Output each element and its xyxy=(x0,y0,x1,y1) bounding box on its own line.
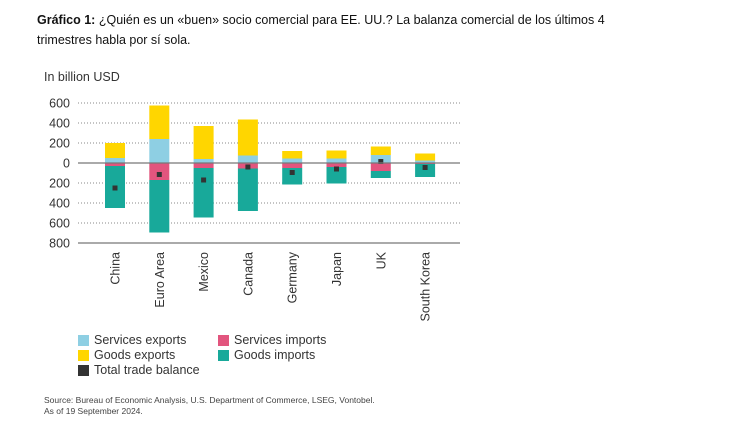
bar-goods-imports xyxy=(193,168,214,218)
bar-services-imports xyxy=(105,163,125,166)
source-note: Source: Bureau of Economic Analysis, U.S… xyxy=(44,395,375,417)
y-axis-unit: In billion USD xyxy=(44,70,120,84)
bar-goods-imports xyxy=(149,180,170,233)
bar-goods-exports xyxy=(105,143,125,158)
legend-label: Goods exports xyxy=(94,348,176,362)
title-text: ¿Quién es un «buen» socio comercial para… xyxy=(37,13,605,47)
bar-services-imports xyxy=(326,163,347,167)
bar-goods-exports xyxy=(370,146,391,155)
legend-item-total-trade-balance: Total trade balance xyxy=(78,363,200,377)
trade-balance-marker xyxy=(378,159,384,164)
legend-swatch xyxy=(78,349,89,361)
chart-title: Gráfico 1: ¿Quién es un «buen» socio com… xyxy=(37,10,637,50)
title-label: Gráfico 1: xyxy=(37,13,96,27)
bar-goods-imports xyxy=(370,171,391,178)
bar-goods-exports xyxy=(282,151,303,159)
bar-goods-imports xyxy=(237,168,258,211)
bar-goods-exports xyxy=(149,105,170,139)
trade-balance-marker xyxy=(112,185,118,191)
bar-services-exports xyxy=(282,158,303,163)
category-label: China xyxy=(109,252,123,285)
trade-balance-marker xyxy=(156,172,162,177)
trade-balance-marker xyxy=(334,166,339,172)
bar-goods-exports xyxy=(326,150,347,159)
legend-item-services-exports: Services exports xyxy=(78,333,186,347)
legend-swatch xyxy=(78,364,89,376)
trade-balance-marker xyxy=(245,164,251,170)
y-tick-label: 800 xyxy=(49,237,70,251)
y-tick-label: 400 xyxy=(49,197,70,211)
trade-balance-marker xyxy=(201,177,207,183)
y-tick-label: 600 xyxy=(49,97,70,111)
bar-goods-imports xyxy=(415,164,436,177)
bar-goods-imports xyxy=(326,167,347,184)
category-label: Germany xyxy=(286,251,300,303)
y-tick-label: 200 xyxy=(49,177,70,191)
trade-balance-marker xyxy=(289,170,295,175)
bar-goods-exports xyxy=(237,119,258,156)
bar-services-imports xyxy=(282,163,303,168)
y-tick-label: 400 xyxy=(49,117,70,131)
legend-item-goods-exports: Goods exports xyxy=(78,348,175,362)
legend-item-goods-imports: Goods imports xyxy=(218,348,315,362)
legend-item-services-imports: Services imports xyxy=(218,333,326,347)
trade-balance-marker xyxy=(422,165,428,170)
legend-label: Total trade balance xyxy=(94,363,200,377)
bar-goods-imports xyxy=(282,168,303,185)
date-line: As of 19 September 2024. xyxy=(44,406,143,416)
bar-services-exports xyxy=(237,155,258,163)
bar-goods-exports xyxy=(193,126,214,159)
source-line: Source: Bureau of Economic Analysis, U.S… xyxy=(44,395,375,405)
bar-services-imports xyxy=(370,163,391,171)
category-label: Euro Area xyxy=(153,252,167,308)
bar-services-imports xyxy=(193,163,214,168)
legend-label: Services exports xyxy=(94,333,187,347)
bar-services-imports xyxy=(149,163,170,180)
y-tick-label: 0 xyxy=(63,157,70,171)
bar-services-exports xyxy=(193,159,214,163)
bar-services-exports xyxy=(415,160,436,163)
legend-swatch xyxy=(78,334,89,346)
bar-services-exports xyxy=(149,139,170,163)
bar-goods-exports xyxy=(415,153,436,161)
legend-swatch xyxy=(218,334,229,346)
category-label: UK xyxy=(374,251,388,269)
bar-services-exports xyxy=(326,158,347,163)
legend-swatch xyxy=(218,349,229,361)
bar-services-exports xyxy=(105,158,125,163)
y-tick-label: 600 xyxy=(49,217,70,231)
category-label: Canada xyxy=(241,252,255,296)
category-label: South Korea xyxy=(419,252,433,322)
legend-label: Goods imports xyxy=(234,348,316,362)
legend-label: Services imports xyxy=(234,333,327,347)
category-label: Japan xyxy=(330,252,344,286)
category-label: Mexico xyxy=(197,252,211,292)
y-tick-label: 200 xyxy=(49,137,70,151)
